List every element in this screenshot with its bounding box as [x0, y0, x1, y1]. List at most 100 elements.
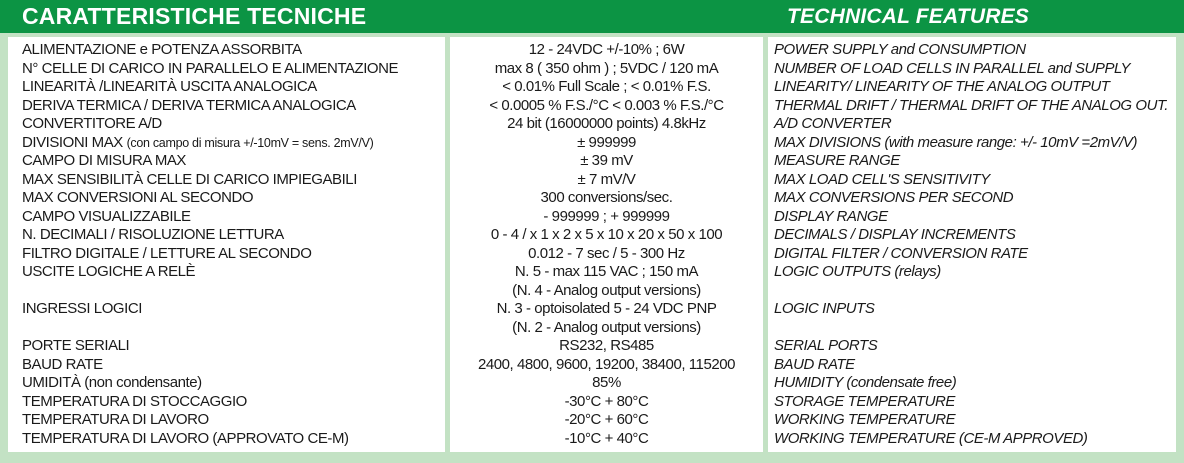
- spec-value-text: -10°C + 40°C: [564, 429, 649, 447]
- spec-value: N. 3 - optoisolated 5 - 24 VDC PNP: [450, 300, 763, 319]
- italian-label: [8, 282, 445, 301]
- italian-label: N. DECIMALI / RISOLUZIONE LETTURA: [8, 226, 445, 245]
- italian-label: DERIVA TERMICA / DERIVA TERMICA ANALOGIC…: [8, 97, 445, 116]
- english-label: STORAGE TEMPERATURE: [768, 393, 1176, 412]
- english-label-text: POWER SUPPLY and CONSUMPTION: [774, 41, 1026, 58]
- italian-label: UMIDITÀ (non condensante): [8, 374, 445, 393]
- spec-value-text: 12 - 24VDC +/-10% ; 6W: [528, 41, 685, 58]
- spec-value-text: max 8 ( 350 ohm ) ; 5VDC / 120 mA: [494, 59, 719, 77]
- spec-value: 24 bit (16000000 points) 4.8kHz: [450, 115, 763, 134]
- english-label-text: DECIMALS / DISPLAY INCREMENTS: [774, 226, 1016, 243]
- spec-value-text: 2400, 4800, 9600, 19200, 38400, 115200: [477, 355, 736, 373]
- spec-value: -20°C + 60°C: [450, 411, 763, 430]
- italian-title: CARATTERISTICHE TECNICHE: [22, 3, 367, 29]
- spec-value-text: (N. 4 - Analog output versions): [512, 281, 701, 299]
- italian-label-text: DERIVA TERMICA / DERIVA TERMICA ANALOGIC…: [22, 96, 356, 114]
- italian-label-text: INGRESSI LOGICI: [22, 300, 142, 317]
- spec-value-text: 0 - 4 / x 1 x 2 x 5 x 10 x 20 x 50 x 100: [490, 226, 723, 243]
- english-label-text: DIGITAL FILTER / CONVERSION RATE: [774, 244, 1028, 262]
- spec-value: RS232, RS485: [450, 337, 763, 356]
- english-label: WORKING TEMPERATURE: [768, 411, 1176, 430]
- spec-value: max 8 ( 350 ohm ) ; 5VDC / 120 mA: [450, 60, 763, 79]
- english-label: THERMAL DRIFT / THERMAL DRIFT OF THE ANA…: [768, 97, 1176, 116]
- english-label: A/D CONVERTER: [768, 115, 1176, 134]
- italian-label: [8, 319, 445, 338]
- spec-value: -10°C + 40°C: [450, 430, 763, 449]
- spec-value-text: - 999999 ; + 999999: [543, 207, 670, 225]
- english-label-text: HUMIDITY (condensate free): [774, 374, 957, 391]
- italian-label: MAX CONVERSIONI AL SECONDO: [8, 189, 445, 208]
- spec-value: < 0.0005 % F.S./°C < 0.003 % F.S./°C: [450, 97, 763, 116]
- english-label-text: BAUD RATE: [774, 355, 855, 373]
- italian-label-text: FILTRO DIGITALE / LETTURE AL SECONDO: [22, 244, 312, 262]
- english-label-text: MAX CONVERSIONS PER SECOND: [774, 189, 1014, 206]
- values-column: 12 - 24VDC +/-10% ; 6W max 8 ( 350 ohm ) …: [450, 37, 763, 452]
- italian-label-text: MAX SENSIBILITÀ CELLE DI CARICO IMPIEGAB…: [22, 170, 357, 188]
- english-label-text: SERIAL PORTS: [774, 337, 878, 354]
- english-label: MAX CONVERSIONS PER SECOND: [768, 189, 1176, 208]
- italian-label: BAUD RATE: [8, 356, 445, 375]
- italian-label: CAMPO DI MISURA MAX: [8, 152, 445, 171]
- italian-label: TEMPERATURA DI LAVORO: [8, 411, 445, 430]
- spec-value: < 0.01% Full Scale ; < 0.01% F.S.: [450, 78, 763, 97]
- english-label-text: THERMAL DRIFT / THERMAL DRIFT OF THE ANA…: [774, 96, 1169, 114]
- italian-label: TEMPERATURA DI LAVORO (APPROVATO CE-M): [8, 430, 445, 449]
- spec-value: ± 39 mV: [450, 152, 763, 171]
- italian-label-text: DIVISIONI MAX: [22, 133, 123, 151]
- english-label-text: STORAGE TEMPERATURE: [774, 392, 955, 410]
- english-label: DECIMALS / DISPLAY INCREMENTS: [768, 226, 1176, 245]
- spec-value: 0 - 4 / x 1 x 2 x 5 x 10 x 20 x 50 x 100: [450, 226, 763, 245]
- italian-label-text: MAX CONVERSIONI AL SECONDO: [22, 189, 254, 206]
- italian-label-text: UMIDITÀ (non condensante): [22, 374, 202, 391]
- italian-label-text: TEMPERATURA DI LAVORO: [22, 411, 209, 428]
- spec-value-text: < 0.0005 % F.S./°C < 0.003 % F.S./°C: [489, 96, 724, 114]
- italian-label-text: USCITE LOGICHE A RELÈ: [22, 263, 196, 280]
- spec-value: (N. 4 - Analog output versions): [450, 282, 763, 301]
- spec-value-text: 0.012 - 7 sec / 5 - 300 Hz: [528, 244, 685, 262]
- italian-label-text: CONVERTITORE A/D: [22, 115, 162, 132]
- english-label: DISPLAY RANGE: [768, 208, 1176, 227]
- english-label-text: MAX DIVISIONS (with measure range: +/- 1…: [774, 133, 1138, 151]
- english-label: NUMBER OF LOAD CELLS IN PARALLEL and SUP…: [768, 60, 1176, 79]
- english-label: POWER SUPPLY and CONSUMPTION: [768, 41, 1176, 60]
- english-label: BAUD RATE: [768, 356, 1176, 375]
- spec-value-text: RS232, RS485: [559, 337, 654, 354]
- italian-label-text: TEMPERATURA DI STOCCAGGIO: [22, 392, 247, 410]
- italian-label-note: (con campo di misura +/-10mV = sens. 2mV…: [126, 135, 374, 150]
- italian-label: MAX SENSIBILITÀ CELLE DI CARICO IMPIEGAB…: [8, 171, 445, 190]
- italian-label: PORTE SERIALI: [8, 337, 445, 356]
- english-label: WORKING TEMPERATURE (CE-M APPROVED): [768, 430, 1176, 449]
- spec-value: ± 999999: [450, 134, 763, 153]
- spec-value-text: N. 3 - optoisolated 5 - 24 VDC PNP: [496, 300, 717, 317]
- english-label: [768, 319, 1176, 338]
- spec-value: (N. 2 - Analog output versions): [450, 319, 763, 338]
- spec-value-text: 85%: [592, 374, 621, 391]
- italian-label-text: N° CELLE DI CARICO IN PARALLELO E ALIMEN…: [22, 59, 399, 77]
- spec-value-text: < 0.01% Full Scale ; < 0.01% F.S.: [502, 78, 711, 95]
- italian-label: USCITE LOGICHE A RELÈ: [8, 263, 445, 282]
- english-title: TECHNICAL FEATURES: [787, 5, 1029, 28]
- english-label-text: WORKING TEMPERATURE (CE-M APPROVED): [774, 429, 1088, 447]
- spec-value-text: 300 conversions/sec.: [540, 189, 673, 206]
- spec-value-text: ± 39 mV: [580, 152, 633, 169]
- english-label: LOGIC INPUTS: [768, 300, 1176, 319]
- english-label: SERIAL PORTS: [768, 337, 1176, 356]
- italian-label: ALIMENTAZIONE e POTENZA ASSORBITA: [8, 41, 445, 60]
- italian-label-text: BAUD RATE: [22, 355, 103, 373]
- english-label: DIGITAL FILTER / CONVERSION RATE: [768, 245, 1176, 264]
- spec-value: 2400, 4800, 9600, 19200, 38400, 115200: [450, 356, 763, 375]
- italian-label: LINEARITÀ /LINEARITÀ USCITA ANALOGICA: [8, 78, 445, 97]
- spec-value: -30°C + 80°C: [450, 393, 763, 412]
- english-label-text: LOGIC INPUTS: [774, 300, 875, 317]
- italian-label-text: LINEARITÀ /LINEARITÀ USCITA ANALOGICA: [22, 78, 317, 95]
- spec-value-text: ± 999999: [577, 133, 636, 151]
- italian-label: DIVISIONI MAX (con campo di misura +/-10…: [8, 134, 445, 153]
- spec-value: 85%: [450, 374, 763, 393]
- english-label: MEASURE RANGE: [768, 152, 1176, 171]
- spec-value: 300 conversions/sec.: [450, 189, 763, 208]
- english-label-text: LOGIC OUTPUTS (relays): [774, 263, 941, 280]
- spec-value-text: N. 5 - max 115 VAC ; 150 mA: [514, 263, 699, 280]
- spec-value-text: -20°C + 60°C: [564, 411, 649, 428]
- english-label-text: DISPLAY RANGE: [774, 207, 888, 225]
